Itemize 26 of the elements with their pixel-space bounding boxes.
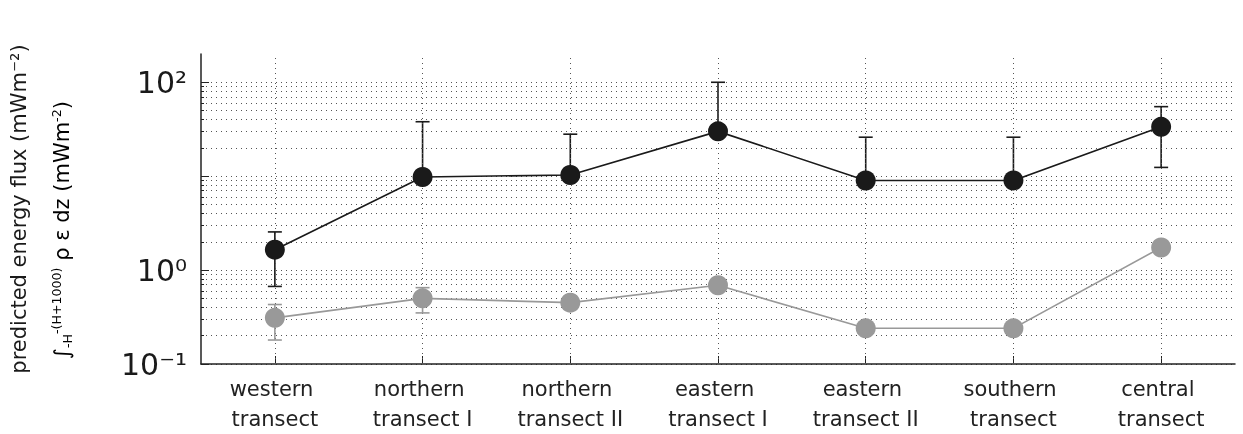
y-tick-label: 10⁰ <box>136 252 187 288</box>
text: ∫-H-(H+1000) ρ ε dz (mWm-2) <box>49 101 75 359</box>
point <box>708 275 728 296</box>
point <box>264 239 285 260</box>
point <box>560 292 581 313</box>
point <box>1003 170 1024 191</box>
x-tick-label: northern transect I <box>372 377 473 431</box>
point <box>560 164 581 185</box>
x-tick-label: southern transect <box>963 377 1064 431</box>
point <box>412 167 433 187</box>
point <box>708 121 728 142</box>
point <box>412 288 433 309</box>
y-tick-label: 10⁻¹ <box>120 346 187 382</box>
point <box>1151 237 1172 258</box>
point <box>1003 318 1024 339</box>
x-tick-label: central transect <box>1117 377 1205 431</box>
x-tick-label: northern transect II <box>517 377 624 431</box>
x-tick-label: eastern transect II <box>812 377 919 431</box>
point <box>855 170 876 191</box>
y-axis-title: predicted energy flux (mWm⁻²) <box>6 44 31 374</box>
x-tick-label: western transect <box>229 377 321 431</box>
x-tick-label: eastern transect I <box>668 377 768 431</box>
point <box>264 307 285 328</box>
point <box>1151 116 1172 137</box>
y-tick-label: 10² <box>136 64 187 100</box>
point <box>855 318 876 339</box>
